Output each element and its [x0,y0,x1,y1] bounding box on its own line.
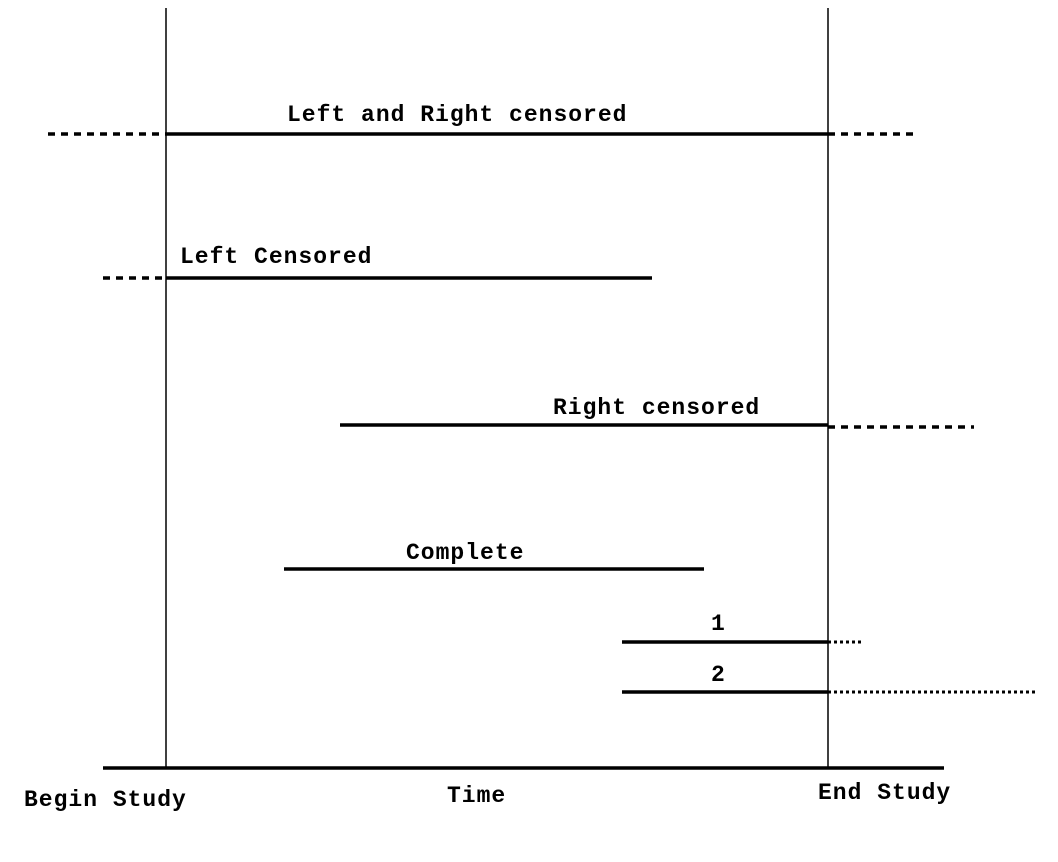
left-right-censored-label: Left and Right censored [287,102,627,128]
case-2-label: 2 [711,662,726,688]
begin-study-label: Begin Study [24,787,187,813]
case-1-label: 1 [711,611,726,637]
time-label: Time [447,783,506,809]
complete-label: Complete [406,540,524,566]
left-censored-label: Left Censored [180,244,372,270]
end-study-label: End Study [818,780,951,806]
right-censored-label: Right censored [553,395,760,421]
